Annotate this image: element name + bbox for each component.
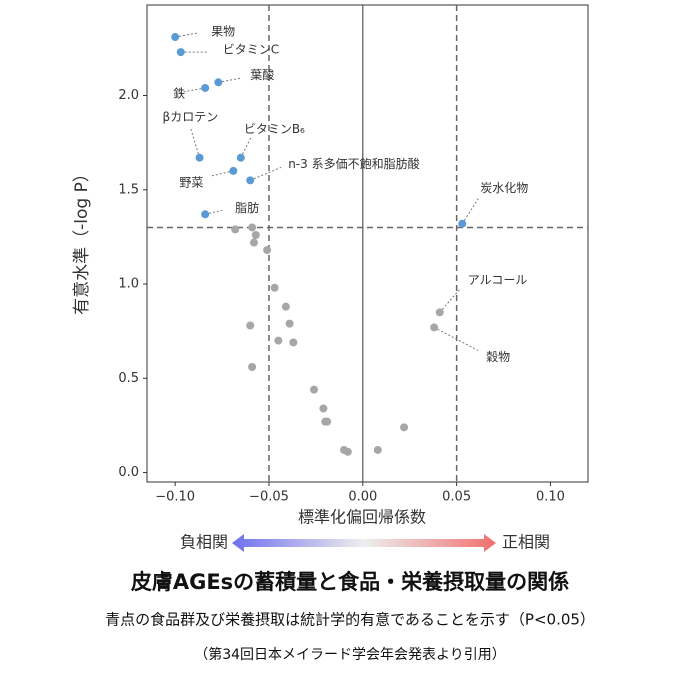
x-tick-label: 0.05 bbox=[442, 490, 471, 505]
point bbox=[281, 302, 290, 311]
point-label: n-3 系多価不飽和脂肪酸 bbox=[288, 156, 419, 171]
point bbox=[249, 238, 258, 247]
point bbox=[310, 385, 319, 394]
point bbox=[231, 225, 240, 234]
leader-line bbox=[190, 127, 201, 158]
point-label: アルコール bbox=[468, 273, 528, 287]
point-label: 葉酸 bbox=[250, 67, 274, 82]
x-tick-label: 0.10 bbox=[536, 490, 565, 505]
plot-frame bbox=[146, 4, 589, 483]
point-label: 脂肪 bbox=[235, 200, 259, 215]
y-tick-label: 2.0 bbox=[118, 88, 139, 103]
y-axis-label: 有意水準（-log P） bbox=[72, 165, 92, 315]
point bbox=[319, 404, 328, 413]
point bbox=[246, 321, 255, 330]
point bbox=[236, 153, 245, 162]
leader-line bbox=[250, 166, 282, 181]
leader-line bbox=[433, 326, 479, 351]
leader-line bbox=[177, 87, 206, 94]
leader-line bbox=[439, 288, 461, 313]
correlation-arrow bbox=[232, 534, 496, 552]
y-tick-label: 0.0 bbox=[118, 465, 139, 480]
y-tick-label: 1.5 bbox=[118, 182, 139, 197]
point bbox=[263, 246, 272, 255]
point-label: ビタミンC bbox=[223, 43, 279, 57]
leader-line bbox=[461, 198, 479, 224]
point bbox=[248, 223, 257, 232]
point-label: βカロテン bbox=[163, 110, 219, 124]
point bbox=[248, 362, 257, 371]
y-tick-label: 0.5 bbox=[118, 371, 139, 386]
point bbox=[430, 323, 439, 332]
leader-line bbox=[205, 209, 223, 215]
subtitle: 青点の食品群及び栄養摂取は統計学的有意であることを示す（P<0.05） bbox=[105, 611, 595, 629]
point-label: 炭水化物 bbox=[480, 181, 528, 195]
point-label: 穀物 bbox=[486, 350, 510, 364]
point bbox=[270, 283, 279, 292]
point bbox=[458, 219, 467, 228]
point-label: 果物 bbox=[211, 25, 235, 39]
point-label: 鉄 bbox=[173, 85, 185, 100]
point bbox=[285, 319, 294, 328]
x-tick-label: 0.00 bbox=[348, 490, 377, 505]
point bbox=[343, 447, 352, 456]
point bbox=[251, 231, 260, 240]
x-tick-label: −0.10 bbox=[155, 490, 195, 505]
point bbox=[214, 78, 223, 87]
source: （第34回日本メイラード学会年会発表より引用） bbox=[194, 646, 506, 663]
negative-label: 負相関 bbox=[180, 533, 228, 552]
positive-label: 正相関 bbox=[502, 533, 550, 552]
point-label: ビタミンB₆ bbox=[244, 122, 305, 136]
x-axis-label: 標準化偏回帰係数 bbox=[298, 508, 426, 527]
x-tick-label: −0.05 bbox=[249, 490, 289, 505]
point bbox=[400, 423, 409, 432]
point bbox=[373, 445, 382, 454]
point bbox=[246, 176, 255, 185]
point bbox=[435, 308, 444, 317]
point bbox=[176, 48, 185, 57]
point bbox=[171, 33, 180, 42]
title: 皮膚AGEsの蓄積量と食品・栄養摂取量の関係 bbox=[131, 570, 569, 594]
point bbox=[323, 417, 332, 426]
y-tick-label: 1.0 bbox=[118, 277, 139, 292]
point bbox=[274, 336, 283, 345]
point bbox=[289, 338, 298, 347]
point bbox=[229, 166, 238, 175]
point-label: 野菜 bbox=[179, 175, 203, 189]
point bbox=[201, 210, 210, 219]
point bbox=[195, 153, 204, 162]
point bbox=[201, 83, 210, 92]
